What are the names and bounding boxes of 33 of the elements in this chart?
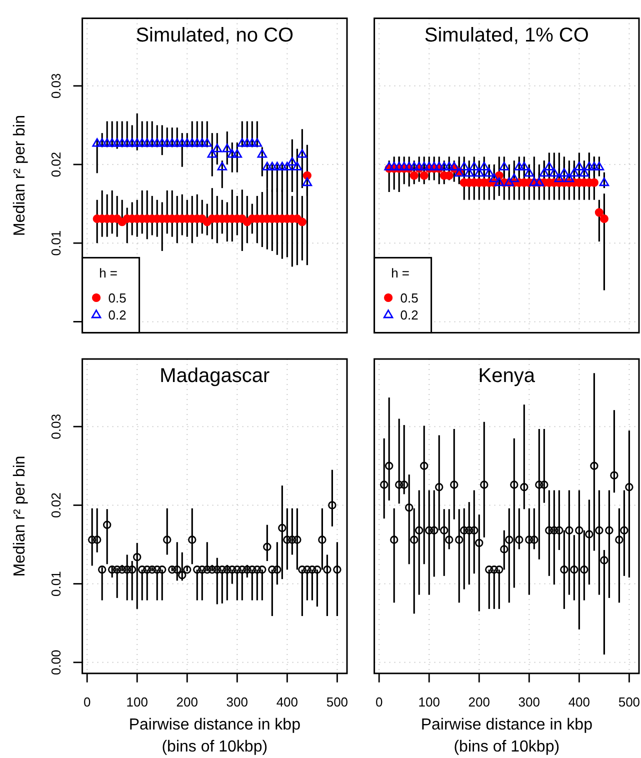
- x-axis-title: Pairwise distance in kbp (bins of 10kbp): [128, 716, 301, 756]
- chart-title: Simulated, no CO: [136, 24, 294, 46]
- chart-title: Kenya: [478, 365, 536, 387]
- chart-title: Madagascar: [160, 365, 270, 387]
- y-tick-label: 0.03: [48, 73, 64, 99]
- y-tick-label: 0.01: [48, 230, 64, 256]
- y-tick-label: 0.01: [48, 571, 64, 596]
- y-tick-label: 0.03: [48, 414, 64, 440]
- chart-title: Simulated, 1% CO: [424, 24, 589, 46]
- y-axis-title: Median r² per bin: [11, 115, 28, 236]
- x-tick-label: 400: [276, 694, 298, 710]
- x-axis-title: Pairwise distance in kbp (bins of 10kbp): [420, 716, 593, 756]
- y-axis-title: Median r² per bin: [11, 456, 28, 577]
- x-tick-label: 500: [618, 694, 640, 710]
- x-tick-label: 300: [518, 694, 540, 710]
- x-tick-label: 100: [126, 694, 148, 710]
- legend-label: 0.5: [400, 290, 418, 306]
- x-tick-label: 500: [326, 694, 348, 710]
- text: 0.00: [48, 650, 64, 676]
- x-tick-label: 0: [375, 694, 383, 710]
- y-tick-label: 0.02: [48, 492, 64, 518]
- legend-label: 0.2: [108, 308, 126, 323]
- legend-label: 0.5: [108, 290, 126, 306]
- x-tick-label: 100: [418, 694, 440, 710]
- legend-title: h =: [391, 266, 410, 281]
- x-tick-label: 0: [83, 694, 91, 710]
- x-tick-label: 400: [568, 694, 590, 710]
- x-tick-label: 300: [226, 694, 248, 710]
- y-tick-label: 0.02: [48, 152, 64, 178]
- legend-label: 0.2: [400, 308, 418, 323]
- x-tick-label: 200: [468, 694, 490, 710]
- x-tick-label: 200: [176, 694, 198, 710]
- legend-title: h =: [99, 266, 118, 281]
